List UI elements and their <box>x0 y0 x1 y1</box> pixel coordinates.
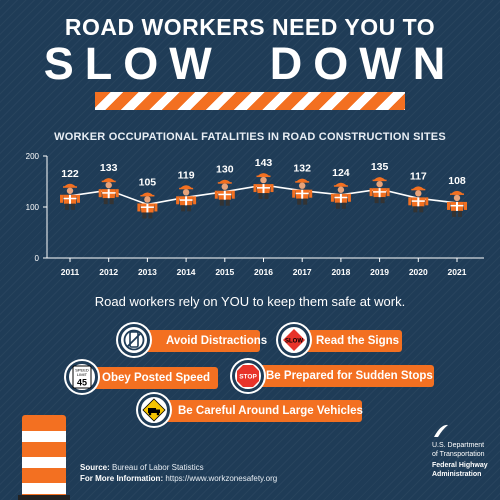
data-label: 130 <box>216 164 234 176</box>
info-link[interactable]: https://www.workzonesafety.org <box>163 474 278 483</box>
data-label: 135 <box>371 161 389 173</box>
x-tick-label: 2012 <box>99 267 118 277</box>
header-title-line1: ROAD WORKERS NEED YOU TO <box>64 14 436 40</box>
data-label: 105 <box>139 176 157 188</box>
worker-point <box>447 190 467 217</box>
y-tick-label: 100 <box>26 203 40 212</box>
agency-block: U.S. Department of Transportation Federa… <box>432 442 488 479</box>
speed-sign-mid: LIMIT <box>77 372 88 377</box>
truck-sign-icon <box>138 394 170 426</box>
chart-title: WORKER OCCUPATIONAL FATALITIES IN ROAD C… <box>54 131 446 143</box>
slow-sign-text: SLOW <box>285 339 303 345</box>
header-title-line2: SLOW DOWN <box>43 38 457 89</box>
data-label: 132 <box>293 163 311 175</box>
worker-point <box>137 192 158 219</box>
dot-logo-icon <box>434 424 448 437</box>
data-label: 143 <box>255 157 273 169</box>
stop-sign-icon: STOP <box>232 360 264 392</box>
tip-obey-posted-speed-label: Obey Posted Speed <box>102 372 211 384</box>
tip-obey-posted-speed: Obey Posted Speed <box>82 367 218 389</box>
worker-point <box>253 173 274 200</box>
no-phone-icon <box>118 324 150 356</box>
agency-line2: of Transportation <box>432 450 485 458</box>
worker-point <box>369 177 390 204</box>
agency-line1: U.S. Department <box>432 442 485 449</box>
tip-sudden-stops: Be Prepared for Sudden Stops <box>246 365 434 387</box>
stop-sign-text: STOP <box>239 374 257 381</box>
worker-point <box>176 185 197 212</box>
x-tick-label: 2019 <box>370 267 389 277</box>
data-label: 133 <box>100 162 118 174</box>
y-tick-label: 200 <box>26 152 40 161</box>
construction-stripe-bar <box>95 92 405 110</box>
tip-read-the-signs-label: Read the Signs <box>316 335 400 347</box>
agency-line3: Federal Highway <box>432 462 488 469</box>
data-label: 108 <box>448 175 466 187</box>
data-label: 117 <box>410 170 427 182</box>
x-tick-label: 2018 <box>331 267 350 277</box>
worker-point <box>292 178 313 205</box>
info-label: For More Information: <box>80 474 164 483</box>
worker-point <box>330 182 351 209</box>
worker-point <box>214 179 235 206</box>
speed-sign-num: 45 <box>77 378 87 388</box>
tip-large-vehicles: Be Careful Around Large Vehicles <box>152 400 363 422</box>
x-tick-label: 2017 <box>293 267 312 277</box>
data-label: 124 <box>332 167 350 179</box>
source-label: Source: <box>80 463 110 472</box>
x-tick-label: 2020 <box>409 267 428 277</box>
y-tick-label: 0 <box>35 254 40 263</box>
x-tick-label: 2011 <box>61 267 80 277</box>
data-label: 119 <box>178 169 195 181</box>
footer-credits: Source: Bureau of Labor Statistics For M… <box>80 462 277 484</box>
x-tick-label: 2013 <box>138 267 157 277</box>
agency-line4: Administration <box>432 470 482 478</box>
x-tick-label: 2016 <box>254 267 273 277</box>
x-tick-label: 2021 <box>448 267 467 277</box>
worker-point <box>60 183 80 210</box>
worker-point <box>98 178 119 205</box>
tip-avoid-distractions: Avoid Distractions <box>130 330 267 352</box>
slow-sign-icon: SLOW <box>278 324 310 356</box>
x-tick-label: 2014 <box>177 267 196 277</box>
traffic-barrel-icon <box>18 415 70 500</box>
x-tick-label: 2015 <box>215 267 234 277</box>
tip-sudden-stops-label: Be Prepared for Sudden Stops <box>266 370 433 382</box>
tagline: Road workers rely on YOU to keep them sa… <box>94 294 406 309</box>
fatalities-chart: 0 100 200 2011 2012 2013 2014 2015 2016 2017 2018 2… <box>26 152 484 277</box>
tip-avoid-distractions-label: Avoid Distractions <box>166 335 268 347</box>
tip-read-the-signs: Read the Signs <box>290 330 402 352</box>
data-label: 122 <box>61 168 79 180</box>
speed-limit-sign-icon: SPEED LIMIT 45 <box>66 361 98 393</box>
tip-large-vehicles-label: Be Careful Around Large Vehicles <box>178 405 363 417</box>
speed-sign-top: SPEED <box>75 368 89 373</box>
source-value: Bureau of Labor Statistics <box>109 463 204 472</box>
worker-point <box>408 186 429 213</box>
